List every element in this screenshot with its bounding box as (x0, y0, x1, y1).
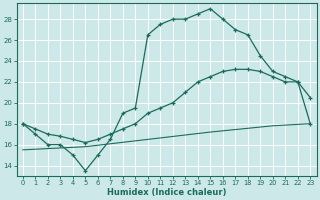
X-axis label: Humidex (Indice chaleur): Humidex (Indice chaleur) (107, 188, 226, 197)
